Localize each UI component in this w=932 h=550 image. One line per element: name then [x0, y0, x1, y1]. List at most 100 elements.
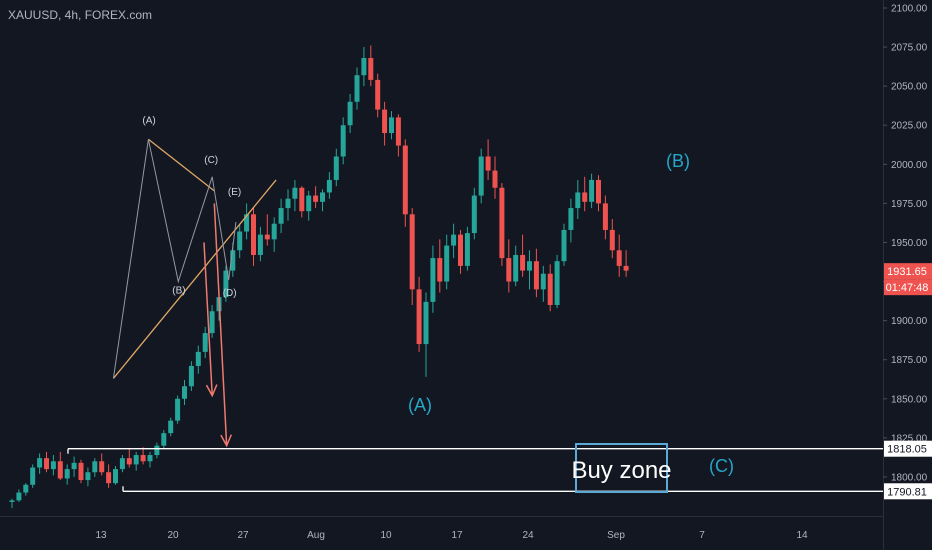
- wave-label-big-c: (C): [709, 456, 734, 476]
- candle-body: [278, 208, 284, 224]
- candle-body: [257, 234, 263, 255]
- candle-body: [126, 458, 132, 465]
- candle-body: [389, 117, 394, 134]
- time-tick-label: Sep: [607, 530, 625, 541]
- time-tick-label: 13: [95, 530, 107, 541]
- buy-zone-top-tag-bg: [884, 440, 932, 457]
- candle-body: [561, 229, 567, 262]
- candle-body: [78, 462, 84, 481]
- candle-body: [244, 214, 250, 232]
- candle-body: [285, 198, 291, 209]
- candle-body: [30, 467, 36, 485]
- buy-zone-bottom-tag-text: 1790.81: [887, 486, 927, 498]
- candle-body: [478, 156, 484, 196]
- price-tick-label: 2000.00: [891, 160, 928, 171]
- candle-body: [182, 386, 187, 399]
- buy-zone-top-tag-text: 1818.05: [887, 444, 927, 456]
- wave-label-small-a: (A): [142, 115, 155, 126]
- candle-body: [499, 187, 505, 259]
- price-tick-label: 1850.00: [891, 394, 928, 405]
- wave-label-small-d: (D): [223, 288, 237, 299]
- price-tick-label: 1875.00: [891, 355, 928, 366]
- candle-body: [609, 229, 615, 251]
- projection-arrow-1-head: [205, 384, 218, 398]
- candle-body: [340, 125, 346, 157]
- candle-body: [202, 333, 208, 352]
- candle-body: [154, 445, 160, 456]
- candle-body: [582, 192, 588, 202]
- candle-body: [430, 258, 436, 302]
- candle-body: [540, 273, 546, 290]
- candle-body: [602, 203, 608, 230]
- buy-zone-box: [575, 443, 668, 493]
- candle-body: [57, 461, 63, 479]
- wave-label-big-a: (A): [408, 395, 432, 415]
- projection-arrow-2-shaft: [213, 203, 228, 446]
- candle-body: [133, 455, 139, 465]
- candle-body: [533, 261, 539, 290]
- price-tick-label: 1825.00: [891, 433, 928, 444]
- candle-body: [188, 365, 194, 387]
- candle-body: [471, 195, 477, 234]
- candle-body: [175, 398, 181, 421]
- wave-path-line: [112, 139, 237, 379]
- candle-body: [464, 233, 470, 266]
- candle-body: [106, 472, 112, 484]
- candle-body: [333, 156, 339, 180]
- wave-label-big-b: (B): [666, 151, 690, 171]
- candle-body: [230, 250, 236, 271]
- candle-body: [368, 58, 374, 80]
- current-price-tag-bg: [884, 263, 932, 280]
- candle-body: [409, 214, 415, 290]
- candle-body: [623, 265, 629, 271]
- price-tick-label: 2075.00: [891, 43, 928, 54]
- time-tick-label: 24: [522, 530, 534, 541]
- wave-label-small-c: (C): [204, 155, 218, 166]
- candle-body: [23, 484, 29, 493]
- candle-body: [402, 145, 408, 215]
- wave-label-small-b: (B): [172, 286, 185, 297]
- current-price-tag-text: 1931.65: [887, 266, 927, 278]
- candle-body: [92, 461, 98, 473]
- candle-body: [554, 261, 560, 305]
- candle-body: [195, 351, 201, 366]
- candle-body: [395, 117, 401, 146]
- price-tick-label: 1900.00: [891, 316, 928, 327]
- wave-label-small-e: (E): [228, 187, 241, 198]
- candle-body: [320, 192, 325, 202]
- candle-body: [451, 234, 457, 246]
- time-tick-label: 14: [796, 530, 808, 541]
- candle-body: [506, 258, 512, 282]
- buy-zone-bottom-tag-bg: [884, 483, 932, 500]
- price-tick-label: 1950.00: [891, 238, 928, 249]
- candle-body: [271, 223, 277, 240]
- candle-body: [423, 301, 429, 345]
- time-tick-label: 10: [380, 530, 392, 541]
- candle-body: [37, 458, 43, 468]
- candle-body: [264, 234, 270, 240]
- time-tick-label: 17: [451, 530, 463, 541]
- price-tick-label: 1800.00: [891, 472, 928, 483]
- time-tick-label: 20: [167, 530, 179, 541]
- candle-body: [119, 458, 125, 470]
- price-tick-label: 1975.00: [891, 199, 928, 210]
- candle-body: [347, 101, 353, 126]
- candle-body: [64, 469, 70, 479]
- candle-body: [547, 273, 553, 305]
- triangle-lower-line: [112, 179, 277, 379]
- candle-body: [313, 195, 319, 202]
- candle-body: [382, 109, 388, 134]
- candle-body: [513, 254, 519, 282]
- candle-body: [375, 79, 381, 110]
- candle-body: [16, 492, 22, 501]
- annotations-layer: (A) (B) (C) (D) (E) (A) (B) (C) Buy zone: [67, 115, 883, 493]
- candle-body: [209, 311, 215, 334]
- candle-body: [292, 187, 298, 199]
- time-tick-label: 27: [237, 530, 249, 541]
- candle-body: [223, 270, 229, 298]
- candle-body: [458, 234, 463, 266]
- price-tick-label: 2100.00: [891, 4, 928, 15]
